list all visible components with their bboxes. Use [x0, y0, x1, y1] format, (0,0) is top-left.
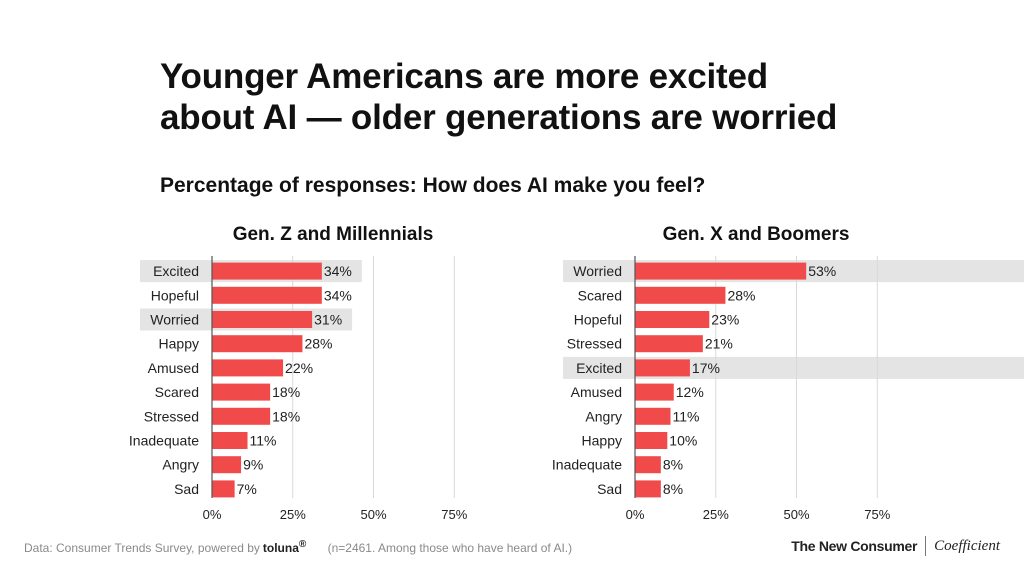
- toluna-logo-text: toluna: [262, 541, 299, 555]
- sample-note: (n=2461. Among those who have heard of A…: [327, 541, 573, 555]
- panel-2-value-label: 11%: [673, 408, 700, 424]
- publisher-logos: The New Consumer Coefficient: [791, 536, 1000, 556]
- panel-1-category-label: Inadequate: [129, 433, 199, 449]
- panel-1-value-label: 18%: [272, 384, 300, 400]
- panel-2-xtick-label: 0%: [626, 507, 645, 522]
- chart-title: Younger Americans are more excited about…: [160, 56, 920, 138]
- new-consumer-logo: The New Consumer: [791, 538, 918, 554]
- panel-1-category-label: Angry: [162, 457, 199, 473]
- title-line-2: about AI — older generations are worried: [160, 98, 838, 137]
- panel-1-title: Gen. Z and Millennials: [233, 224, 434, 245]
- panel-1-category-label: Scared: [155, 384, 199, 400]
- panel-2-category-label: Excited: [576, 360, 622, 376]
- panel-2-bar-excited: [635, 359, 690, 377]
- footer-source: Data: Consumer Trends Survey, powered by…: [24, 539, 572, 555]
- title-line-1: Younger Americans are more excited: [160, 57, 768, 96]
- panel-1-bar-angry: [212, 456, 242, 474]
- panel-2-category-label: Amused: [571, 384, 622, 400]
- panel-2-value-label: 21%: [705, 336, 733, 352]
- panel-1-category-label: Worried: [150, 312, 199, 328]
- panel-1-bar-excited: [212, 262, 322, 280]
- panel-2-category-label: Hopeful: [574, 312, 622, 328]
- panel-1-value-label: 34%: [324, 287, 352, 303]
- panel-2-bar-happy: [635, 432, 668, 449]
- panel-1-bar-amused: [212, 359, 284, 377]
- panel-2-value-label: 28%: [727, 287, 755, 303]
- panel-2-category-label: Worried: [573, 263, 622, 279]
- panel-2-xtick-label: 75%: [864, 507, 890, 522]
- panel-1-xtick-label: 25%: [280, 507, 306, 522]
- panel-2-value-label: 17%: [692, 360, 720, 376]
- panel-1-category-label: Stressed: [144, 408, 199, 424]
- panel-2-title: Gen. X and Boomers: [663, 224, 850, 245]
- panel-2-bar-worried: [635, 262, 807, 280]
- panel-2-bar-amused: [635, 383, 674, 401]
- panel-1-category-label: Excited: [153, 263, 199, 279]
- panel-2-category-label: Stressed: [567, 336, 622, 352]
- panel-1-value-label: 9%: [243, 457, 263, 473]
- panel-1-category-label: Happy: [159, 336, 199, 352]
- panel-2-category-label: Scared: [578, 287, 622, 303]
- panel-1-bar-inadequate: [212, 432, 248, 449]
- panel-2-value-label: 23%: [711, 312, 739, 328]
- panel-2-bar-scared: [635, 286, 726, 304]
- panel-1-xtick-label: 75%: [441, 507, 467, 522]
- panel-1-value-label: 34%: [324, 263, 352, 279]
- panel-1-value-label: 18%: [272, 408, 300, 424]
- panel-2-category-label: Sad: [597, 481, 622, 497]
- panel-2-bar-stressed: [635, 335, 703, 353]
- panel-2-category-label: Happy: [582, 433, 622, 449]
- panel-1-bar-happy: [212, 335, 303, 353]
- panel-1-category-label: Hopeful: [151, 287, 199, 303]
- panel-2-value-label: 12%: [676, 384, 704, 400]
- panel-1-value-label: 11%: [250, 433, 277, 449]
- panel-2-bar-sad: [635, 480, 661, 498]
- toluna-logo-mark: ®: [298, 539, 307, 550]
- toluna-logo: toluna®: [262, 539, 307, 555]
- panel-1-value-label: 28%: [304, 336, 332, 352]
- panel-1-value-label: 31%: [314, 312, 342, 328]
- panel-2-value-label: 8%: [663, 457, 683, 473]
- panel-1-bar-stressed: [212, 407, 271, 425]
- chart-subtitle: Percentage of responses: How does AI mak…: [160, 174, 706, 197]
- panel-1-bar-sad: [212, 480, 235, 498]
- panel-2-xtick-label: 25%: [703, 507, 729, 522]
- panel-1-bar-hopeful: [212, 286, 322, 304]
- panel-1-category-label: Amused: [148, 360, 199, 376]
- panel-2-xtick-label: 50%: [783, 507, 809, 522]
- panel-2-category-label: Inadequate: [552, 457, 622, 473]
- panel-1-xtick-label: 50%: [360, 507, 386, 522]
- panel-2-bar-angry: [635, 407, 671, 425]
- panel-2-category-label: Angry: [585, 408, 622, 424]
- source-text: Data: Consumer Trends Survey, powered by: [24, 541, 260, 555]
- panel-2-value-label: 10%: [669, 433, 697, 449]
- panel-2-bar-hopeful: [635, 311, 710, 328]
- panel-1-value-label: 7%: [237, 481, 257, 497]
- logo-divider: [925, 536, 927, 556]
- panel-1-xtick-label: 0%: [203, 507, 222, 522]
- panel-2-highlight-excited: [563, 356, 1024, 379]
- panel-1-bar-scared: [212, 383, 271, 401]
- panel-2-bar-inadequate: [635, 456, 661, 474]
- panel-2-value-label: 53%: [808, 263, 836, 279]
- panel-1-category-label: Sad: [174, 481, 199, 497]
- panel-2-value-label: 8%: [663, 481, 683, 497]
- coefficient-logo: Coefficient: [934, 537, 1000, 554]
- panel-1-value-label: 22%: [285, 360, 313, 376]
- panel-1-bar-worried: [212, 311, 313, 328]
